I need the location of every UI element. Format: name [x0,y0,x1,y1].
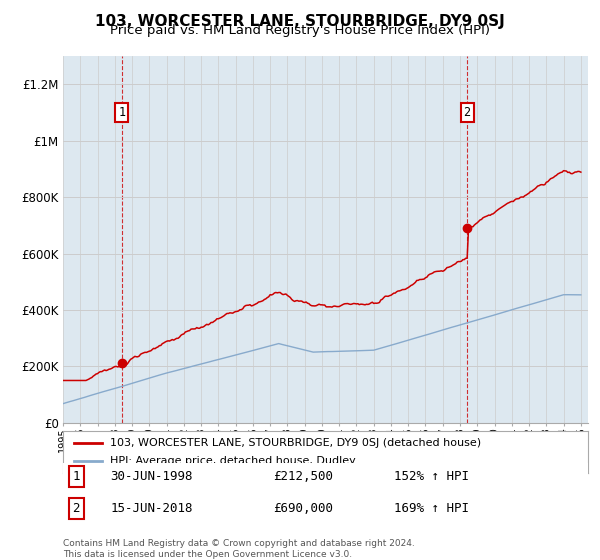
Text: 169% ↑ HPI: 169% ↑ HPI [394,502,469,515]
Text: Price paid vs. HM Land Registry's House Price Index (HPI): Price paid vs. HM Land Registry's House … [110,24,490,37]
Text: £690,000: £690,000 [273,502,333,515]
Text: Contains HM Land Registry data © Crown copyright and database right 2024.
This d: Contains HM Land Registry data © Crown c… [63,539,415,559]
Text: 103, WORCESTER LANE, STOURBRIDGE, DY9 0SJ: 103, WORCESTER LANE, STOURBRIDGE, DY9 0S… [95,14,505,29]
Text: HPI: Average price, detached house, Dudley: HPI: Average price, detached house, Dudl… [110,456,356,466]
Text: 152% ↑ HPI: 152% ↑ HPI [394,470,469,483]
Text: 2: 2 [464,106,471,119]
Text: 30-JUN-1998: 30-JUN-1998 [110,470,193,483]
Text: £212,500: £212,500 [273,470,333,483]
Text: 2: 2 [73,502,80,515]
Text: 103, WORCESTER LANE, STOURBRIDGE, DY9 0SJ (detached house): 103, WORCESTER LANE, STOURBRIDGE, DY9 0S… [110,438,481,448]
Text: 1: 1 [118,106,125,119]
Text: 15-JUN-2018: 15-JUN-2018 [110,502,193,515]
Text: 1: 1 [73,470,80,483]
